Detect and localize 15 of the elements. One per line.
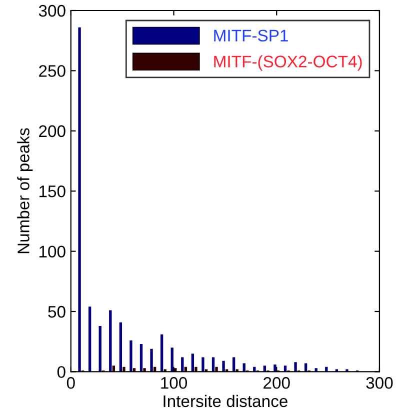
- x-tick-label: 0: [66, 377, 75, 389]
- x-tick-label: 300: [366, 377, 393, 389]
- legend-label: MITF-SP1: [214, 30, 288, 42]
- y-tick-label: 300: [38, 4, 66, 17]
- legend-label: MITF-(SOX2-OCT4): [214, 55, 362, 71]
- y-tick-label: 100: [39, 246, 66, 258]
- x-axis-title: Intersite distance: [164, 394, 288, 408]
- x-tick-label: 200: [264, 377, 290, 389]
- y-tick-label: 0: [57, 366, 66, 378]
- x-tick-label: 100: [161, 377, 188, 389]
- y-tick-label: 50: [48, 306, 66, 318]
- y-tick-label: 250: [39, 65, 66, 77]
- y-tick-label: 150: [39, 186, 66, 198]
- y-axis-title: Number of peaks: [17, 128, 33, 254]
- y-tick-label: 200: [39, 125, 66, 138]
